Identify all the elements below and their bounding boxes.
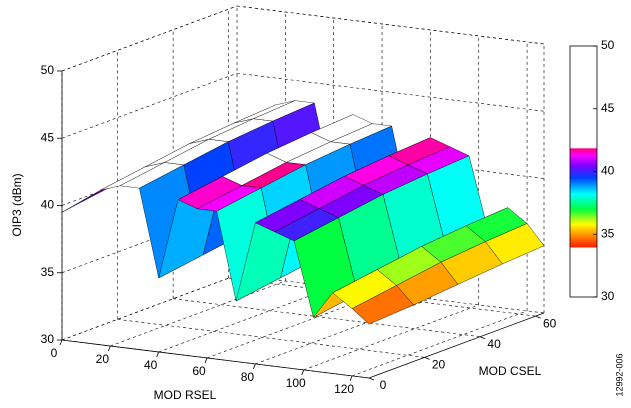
grid-line <box>61 207 238 274</box>
colorbar-tick-label: 35 <box>601 226 615 240</box>
grid-line <box>255 298 431 365</box>
colorbar <box>569 45 598 298</box>
x-tick <box>59 339 63 346</box>
x-tick-label: 40 <box>144 358 158 372</box>
grid-line <box>61 72 238 139</box>
grid-line <box>61 140 238 206</box>
grid-line <box>206 292 383 359</box>
x-tick <box>349 375 353 382</box>
z-tick-label: 35 <box>41 265 55 279</box>
y-axis <box>368 312 545 379</box>
colorbar-tick-label: 40 <box>601 164 615 178</box>
x-tick-label: 120 <box>334 382 354 396</box>
x-axis <box>61 339 370 379</box>
y-tick-label: 0 <box>380 378 387 392</box>
y-tick <box>424 356 430 360</box>
x-tick-label: 0 <box>51 346 58 360</box>
z-axis-label: OIP3 (dBm) <box>10 173 24 236</box>
surface-patch <box>351 285 414 325</box>
grid-line <box>236 5 545 45</box>
grid-line <box>61 274 238 341</box>
grid-line <box>110 280 286 347</box>
z-tick-label: 50 <box>41 63 55 77</box>
grid-line <box>158 286 334 353</box>
grid-line <box>351 310 528 377</box>
y-tick-label: 20 <box>432 358 446 372</box>
x-tick <box>204 357 208 364</box>
x-tick <box>107 345 111 352</box>
box-edge <box>61 5 238 72</box>
x-tick <box>253 363 256 370</box>
x-tick <box>156 351 160 358</box>
colorbar-tick-label: 50 <box>601 38 615 52</box>
y-tick-label: 40 <box>487 337 501 351</box>
x-tick-label: 80 <box>241 370 255 384</box>
grid-line <box>117 319 425 358</box>
y-tick-label: 60 <box>543 316 557 330</box>
z-tick-label: 45 <box>41 130 55 144</box>
grid-line <box>303 304 479 371</box>
y-axis-label: MOD CSEL <box>479 364 542 378</box>
colorbar-tick-label: 45 <box>601 101 615 115</box>
box-edge <box>236 5 545 45</box>
y-tick <box>535 315 541 319</box>
x-tick-label: 60 <box>192 364 206 378</box>
x-tick-label: 20 <box>96 352 110 366</box>
x-tick <box>301 369 305 376</box>
z-tick-label: 40 <box>41 198 55 212</box>
y-tick <box>368 377 375 381</box>
y-tick <box>479 336 486 340</box>
z-tick-label: 30 <box>41 332 55 346</box>
figure-id: 12992-006 <box>614 353 624 396</box>
x-tick-label: 100 <box>286 376 306 390</box>
colorbar-tick-label: 30 <box>601 289 615 303</box>
x-axis-label: MOD RSEL <box>154 388 217 402</box>
